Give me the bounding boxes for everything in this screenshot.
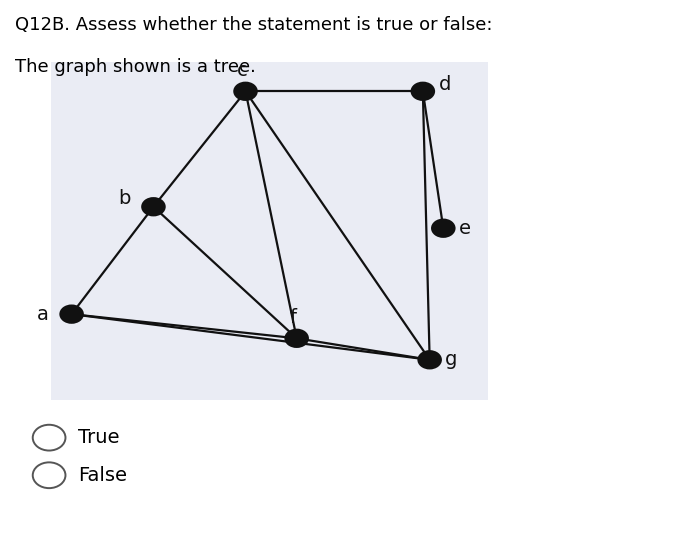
Text: True: True bbox=[78, 428, 119, 447]
Circle shape bbox=[141, 197, 166, 216]
Circle shape bbox=[233, 82, 258, 101]
Text: Q12B. Assess whether the statement is true or false:: Q12B. Assess whether the statement is tr… bbox=[15, 16, 492, 34]
Text: d: d bbox=[439, 75, 451, 95]
Text: c: c bbox=[237, 61, 248, 81]
Circle shape bbox=[59, 304, 84, 324]
Text: b: b bbox=[119, 189, 131, 208]
Text: The graph shown is a tree.: The graph shown is a tree. bbox=[15, 58, 256, 76]
Circle shape bbox=[417, 350, 442, 369]
FancyBboxPatch shape bbox=[51, 62, 488, 400]
Circle shape bbox=[431, 219, 456, 238]
Text: g: g bbox=[445, 350, 458, 369]
Circle shape bbox=[411, 82, 435, 101]
Text: f: f bbox=[290, 308, 297, 328]
Text: e: e bbox=[459, 219, 471, 238]
Text: False: False bbox=[78, 466, 127, 485]
Text: a: a bbox=[37, 304, 49, 324]
Circle shape bbox=[284, 329, 309, 348]
